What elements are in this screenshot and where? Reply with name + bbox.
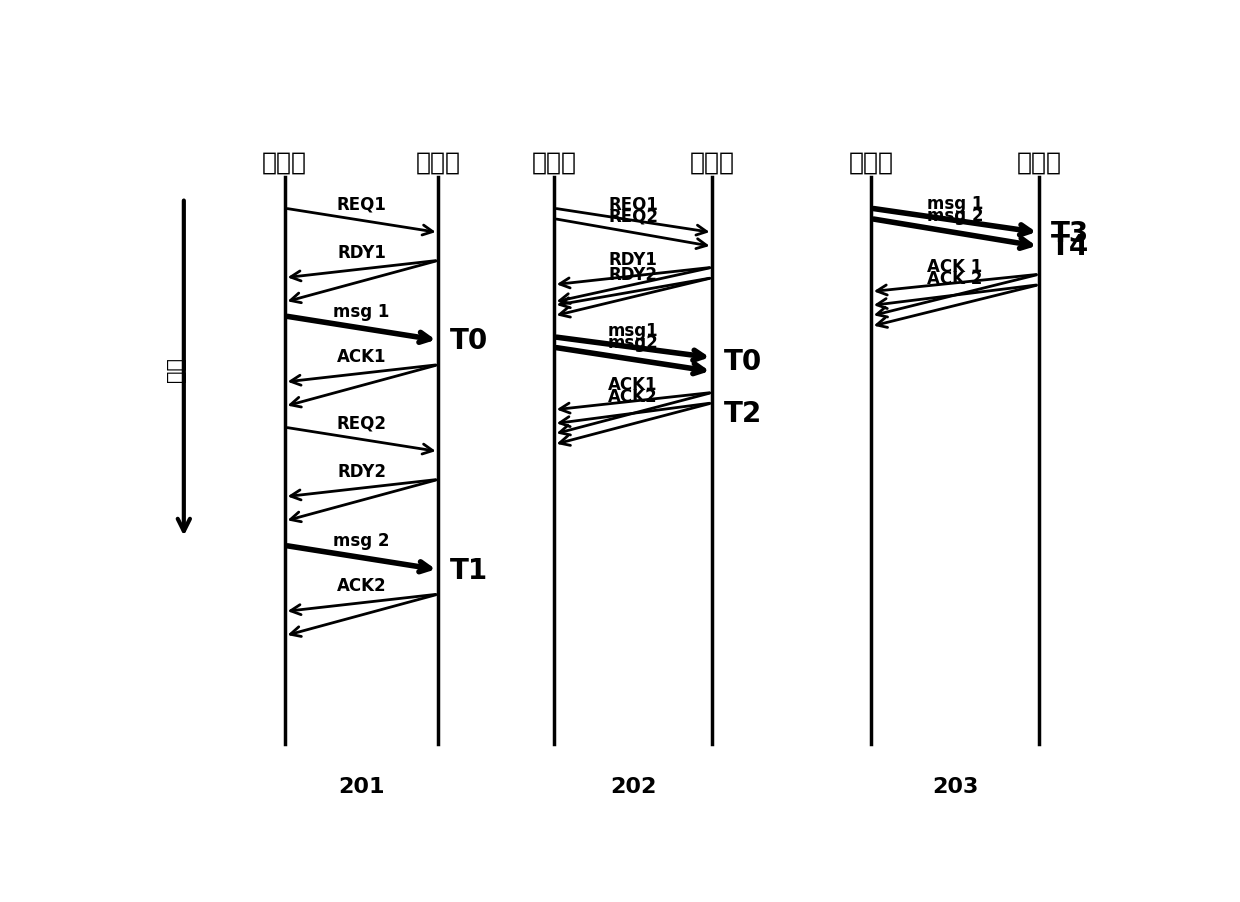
Text: 接收方: 接收方: [689, 151, 735, 174]
Text: 202: 202: [610, 776, 656, 796]
Text: RDY2: RDY2: [337, 462, 386, 480]
Text: REQ2: REQ2: [336, 414, 387, 431]
Text: ACK 1: ACK 1: [928, 257, 982, 275]
Text: msg 2: msg 2: [334, 531, 389, 549]
Text: T0: T0: [724, 348, 763, 376]
Text: RDY2: RDY2: [609, 266, 657, 284]
Text: T0: T0: [450, 327, 489, 354]
Text: REQ1: REQ1: [608, 195, 658, 213]
Text: ACK1: ACK1: [609, 375, 658, 393]
Text: RDY1: RDY1: [337, 244, 386, 262]
Text: REQ2: REQ2: [608, 207, 658, 225]
Text: msg2: msg2: [608, 334, 658, 352]
Text: ACK2: ACK2: [609, 388, 658, 406]
Text: 发送方: 发送方: [848, 151, 894, 174]
Text: msg 2: msg 2: [926, 207, 983, 225]
Text: 时间: 时间: [166, 356, 186, 382]
Text: T2: T2: [724, 400, 763, 428]
Text: ACK2: ACK2: [337, 576, 387, 594]
Text: 203: 203: [931, 776, 978, 796]
Text: T4: T4: [1050, 233, 1089, 262]
Text: msg 1: msg 1: [334, 302, 389, 320]
Text: msg1: msg1: [608, 321, 658, 339]
Text: 201: 201: [339, 776, 384, 796]
Text: T3: T3: [1050, 219, 1089, 247]
Text: ACK 2: ACK 2: [928, 270, 983, 288]
Text: 发送方: 发送方: [262, 151, 308, 174]
Text: RDY1: RDY1: [609, 251, 657, 268]
Text: REQ1: REQ1: [337, 195, 387, 213]
Text: 接收方: 接收方: [415, 151, 461, 174]
Text: 发送方: 发送方: [531, 151, 577, 174]
Text: T1: T1: [450, 557, 489, 584]
Text: msg 1: msg 1: [926, 195, 983, 213]
Text: 接收方: 接收方: [1017, 151, 1061, 174]
Text: ACK1: ACK1: [337, 347, 387, 365]
